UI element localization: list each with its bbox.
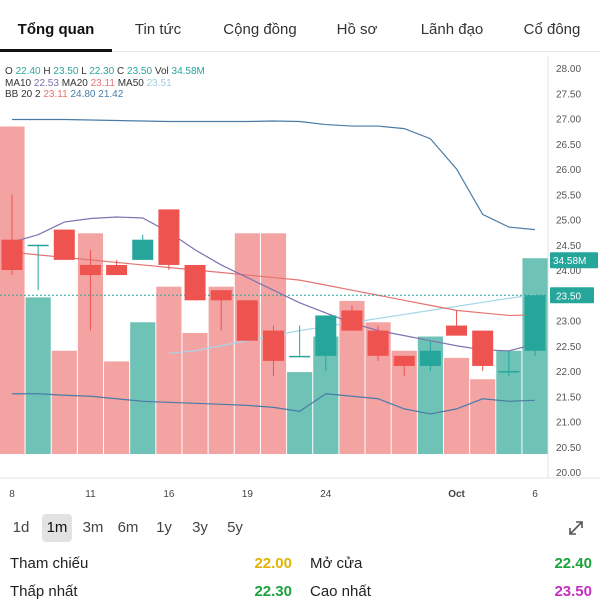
candle-body [53, 229, 75, 260]
reference-value: 22.00 [254, 555, 292, 572]
candle-body [524, 295, 546, 351]
candle-body [79, 264, 101, 276]
volume-bar [234, 233, 260, 454]
time-tick-label: Oct [448, 489, 465, 500]
volume-bar [287, 372, 313, 454]
volume-bar [104, 361, 130, 454]
range-3m-button[interactable]: 3m [82, 519, 104, 536]
price-tick-label: 28.00 [556, 64, 581, 75]
price-tick-label: 21.50 [556, 392, 581, 403]
candle-body [341, 310, 363, 331]
time-tick-label: 6 [532, 489, 538, 500]
price-tick-label: 27.50 [556, 89, 581, 100]
tab-shareholders[interactable]: Cổ đông [523, 21, 581, 38]
price-tick-label: 22.00 [556, 367, 581, 378]
time-tick-label: 16 [163, 489, 175, 500]
volume-bar [470, 379, 496, 454]
bb-upper-line [12, 118, 536, 231]
time-tick-label: 19 [242, 489, 254, 500]
last-price-tag [550, 287, 594, 304]
volume-bar [25, 297, 51, 454]
ma10-line [11, 216, 536, 352]
price-chart[interactable]: 28.00 27.50 27.00 26.50 26.00 25.50 25.00 24.50… [0, 56, 600, 506]
volume-bar [51, 350, 77, 454]
tab-overview[interactable]: Tổng quan [0, 0, 112, 52]
candle-body [367, 330, 389, 356]
candle-body [289, 355, 311, 358]
last-volume-tag-label: 34.58M [553, 256, 586, 267]
volume-bar [0, 126, 25, 454]
tab-bar: Tổng quan Tin tức Cộng đồng Hồ sơ Lãnh đ… [0, 0, 600, 52]
price-tick-label: 24.00 [556, 266, 581, 277]
volume-bar [182, 332, 208, 454]
volume-bar [130, 322, 156, 454]
price-tick-label: 23.00 [556, 317, 581, 328]
candle-body [263, 330, 284, 361]
price-tick-label: 27.00 [556, 115, 581, 126]
candle-body [132, 239, 154, 260]
last-price-tag-label: 23.50 [556, 291, 581, 302]
reference-label: Tham chiếu [10, 555, 89, 572]
expand-icon[interactable] [566, 518, 586, 538]
open-label: Mở cửa [310, 555, 363, 572]
price-tick-label: 25.00 [556, 216, 581, 227]
time-tick-label: 11 [85, 489, 96, 500]
open-value: 22.40 [554, 555, 592, 572]
range-3y-button[interactable]: 3y [192, 519, 208, 536]
price-tick-label: 25.50 [556, 190, 581, 201]
range-6m-button[interactable]: 6m [117, 519, 139, 536]
last-volume-tag [550, 252, 598, 269]
volume-bar [522, 258, 548, 454]
candle-body [158, 209, 180, 265]
candle-body [210, 290, 232, 301]
tab-leadership[interactable]: Lãnh đạo [420, 21, 484, 38]
price-tick-label: 20.50 [556, 443, 581, 454]
price-tick-label: 20.00 [556, 468, 581, 479]
candle-body [184, 264, 206, 301]
candle-body [419, 350, 441, 366]
candle-body [27, 244, 49, 247]
candle-body [446, 325, 468, 336]
high-value: 23.50 [554, 583, 592, 600]
tab-community[interactable]: Cộng đồng [223, 21, 297, 38]
high-label: Cao nhất [310, 583, 371, 600]
chart-canvas: 28.00 27.50 27.00 26.50 26.00 25.50 25.00 24.50… [0, 56, 600, 500]
price-tick-label: 22.50 [556, 342, 581, 353]
range-1m-button[interactable]: 1m [42, 514, 72, 542]
range-selector: 1d 1m 3m 6m 1y 3y 5y [0, 512, 600, 544]
price-tick-label: 26.00 [556, 165, 581, 176]
price-tick-label: 21.00 [556, 418, 581, 429]
low-value: 22.30 [254, 583, 292, 600]
price-tick-label: 24.50 [556, 241, 581, 252]
candle-body [1, 239, 23, 270]
candle-body [393, 355, 415, 366]
range-5y-button[interactable]: 5y [227, 519, 243, 536]
range-1d-button[interactable]: 1d [12, 519, 30, 536]
time-tick-label: 24 [320, 489, 332, 500]
candle-body [106, 264, 128, 276]
price-tick-label: 26.50 [556, 140, 581, 151]
time-tick-label: 8 [9, 489, 15, 500]
range-1y-button[interactable]: 1y [156, 519, 172, 536]
price-stats: Tham chiếu 22.00 Mở cửa 22.40 Thấp nhất … [0, 546, 600, 600]
tab-news[interactable]: Tin tức [134, 21, 182, 38]
candle-body [472, 330, 494, 366]
candle-body [498, 371, 520, 373]
bb-lower-line [12, 393, 536, 415]
volume-bar [156, 286, 182, 454]
candle-body [236, 300, 258, 341]
low-label: Thấp nhất [10, 583, 78, 600]
candle-body [315, 315, 337, 356]
ma20-line [11, 251, 536, 317]
tab-profile[interactable]: Hồ sơ [336, 21, 378, 38]
